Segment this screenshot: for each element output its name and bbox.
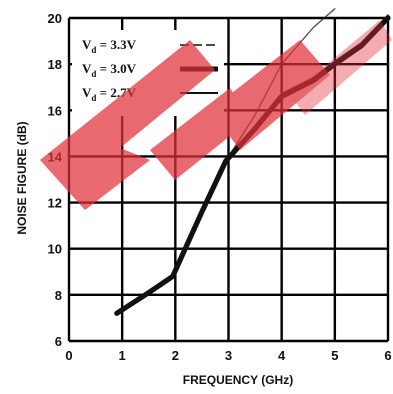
- x-tick-label: 0: [65, 348, 72, 363]
- x-tick-label: 6: [384, 348, 391, 363]
- y-axis-label: NOISE FIGURE (dB): [15, 121, 29, 234]
- x-tick-label: 5: [331, 348, 338, 363]
- x-axis-label: FREQUENCY (GHz): [183, 373, 293, 387]
- y-tick-label: 18: [48, 57, 62, 72]
- watermark-shape: [40, 40, 215, 210]
- legend-label: Vd = 3.3V: [82, 37, 137, 55]
- legend-label: Vd = 3.0V: [82, 61, 137, 79]
- y-tick-label: 16: [48, 103, 62, 118]
- x-tick-label: 3: [225, 348, 232, 363]
- watermark-shape: [290, 20, 392, 115]
- watermark-logo: [40, 20, 392, 210]
- y-tick-label: 6: [55, 334, 62, 349]
- y-tick-label: 8: [55, 288, 62, 303]
- y-tick-label: 12: [48, 196, 62, 211]
- x-tick-label: 1: [119, 348, 126, 363]
- y-tick-label: 20: [48, 11, 62, 26]
- watermark-shape: [210, 40, 330, 150]
- y-tick-label: 10: [48, 242, 62, 257]
- x-tick-label: 4: [278, 348, 286, 363]
- x-tick-label: 2: [172, 348, 179, 363]
